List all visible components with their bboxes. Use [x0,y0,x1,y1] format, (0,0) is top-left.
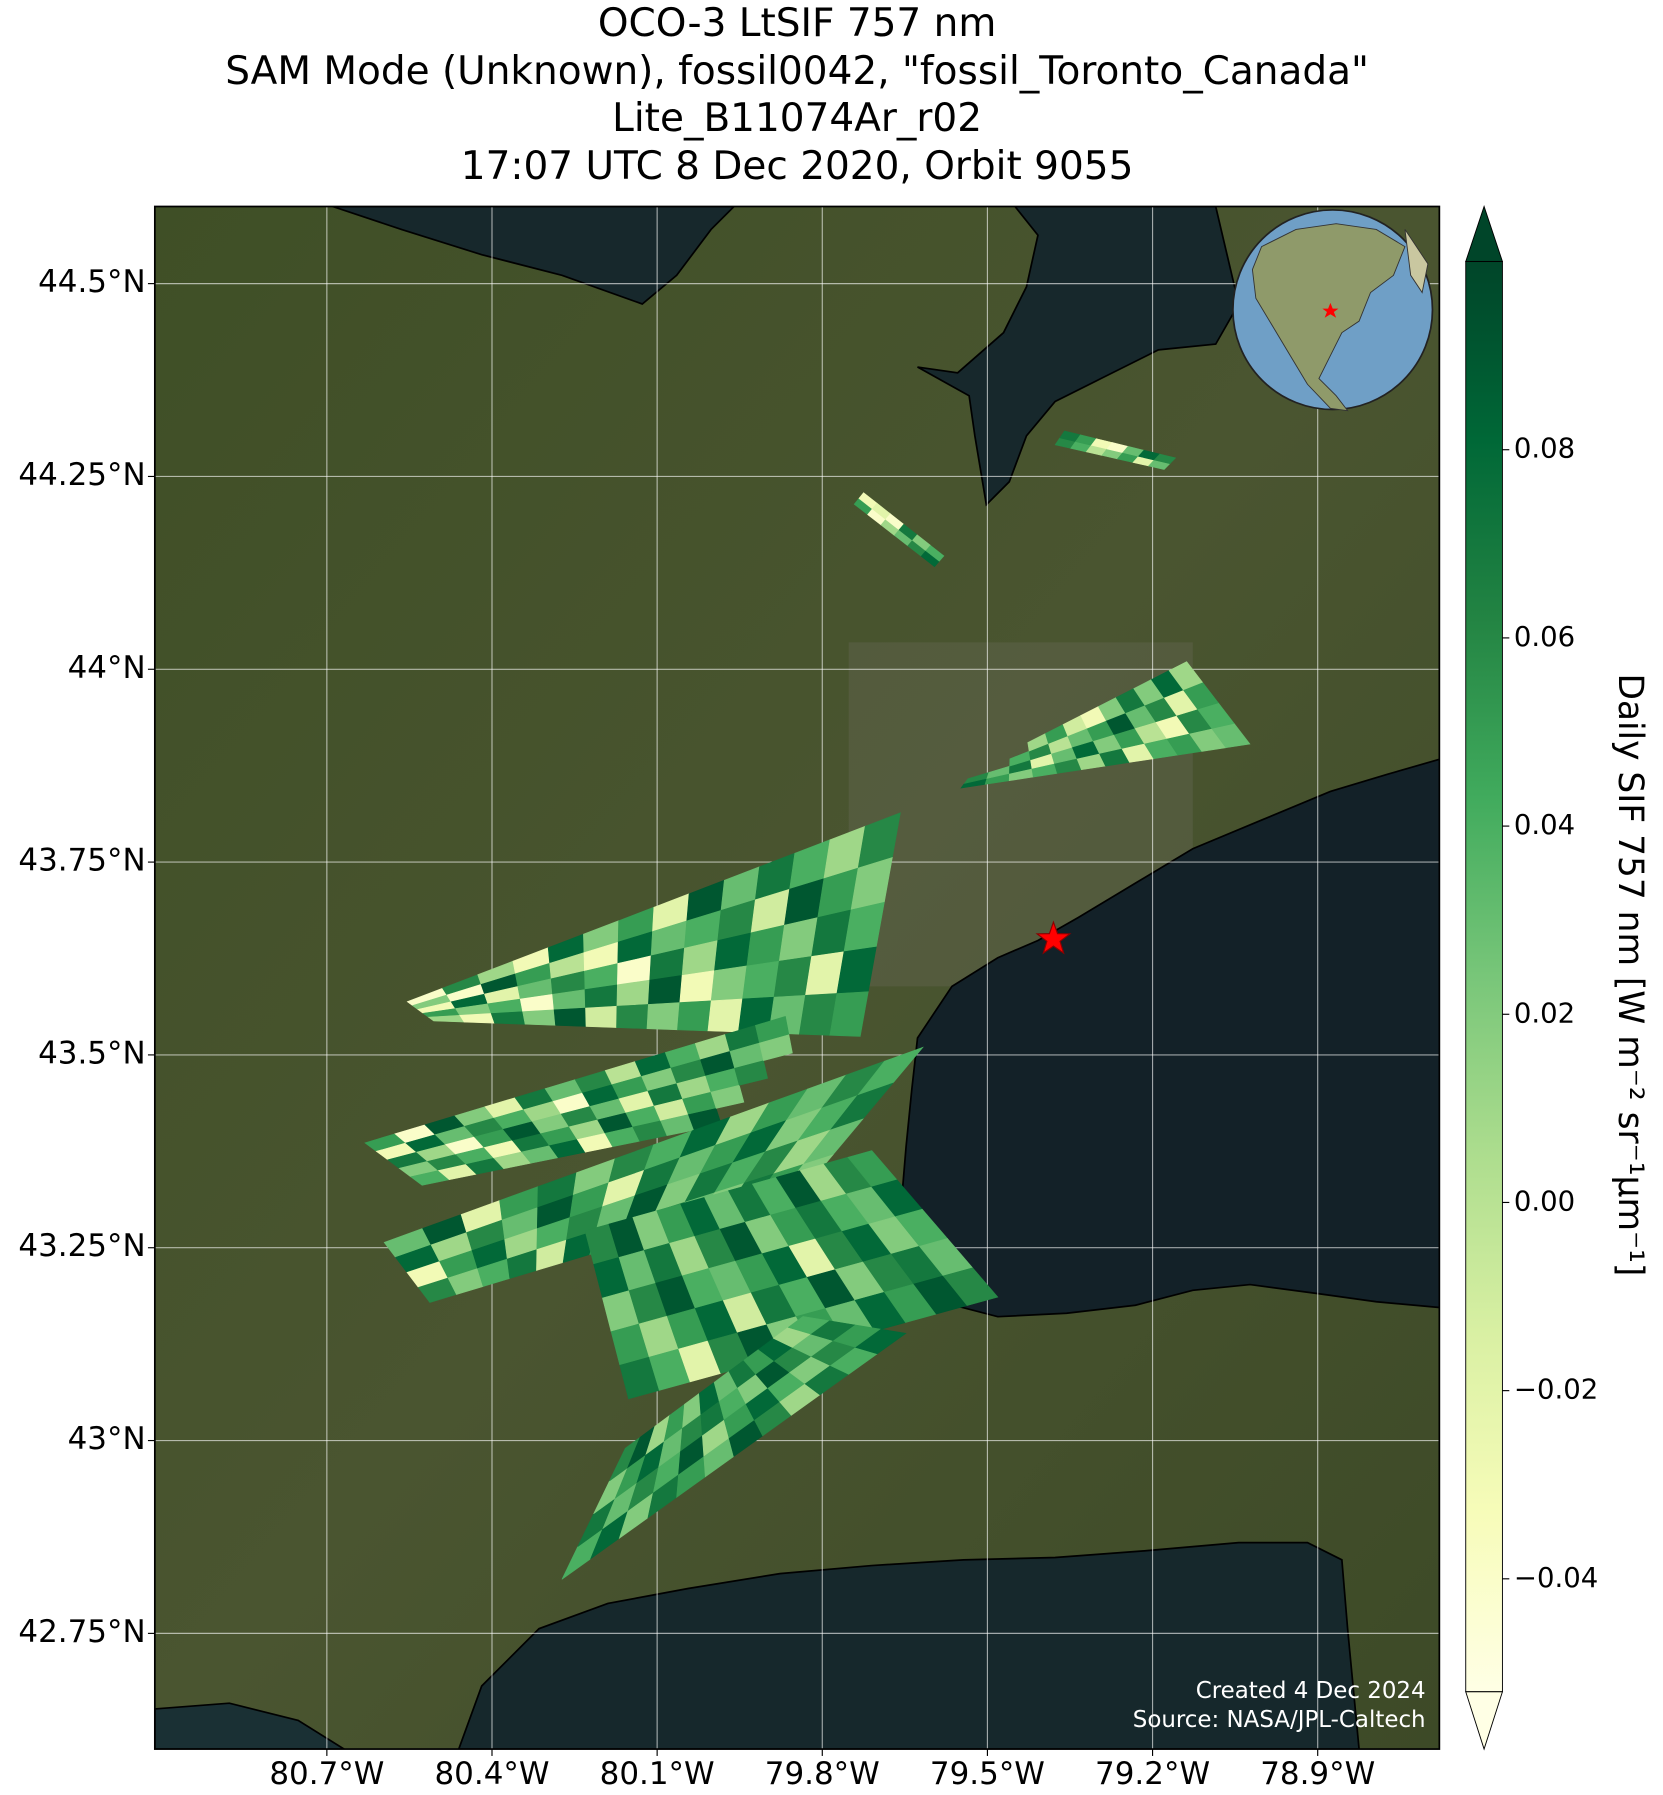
x-tick-label: 79.5°W [930,1756,1045,1792]
sif-cell [829,991,869,1037]
y-tick-label: 42.75°N [18,1614,145,1650]
colorbar-extend-max [1465,205,1504,263]
sif-cell [1168,661,1203,691]
colorbar: −0.04 −0.02 0.00 0.02 0.04 0.06 0.08 [1465,205,1598,1751]
globe-target [1322,302,1339,318]
sif-cell [787,1316,830,1335]
sif-cell [616,1004,649,1029]
y-tick-label: 43.5°N [38,1035,146,1071]
colorbar-tick-label: 0.00 [1514,1185,1575,1217]
sif-cell [925,544,945,562]
colorbar-label: Daily SIF 757 nm [W m⁻² sr⁻¹μm⁻¹] [1610,673,1650,1276]
colorbar-fill [1465,261,1503,1692]
colorbar-tick-label: 0.04 [1514,809,1575,841]
globe-land [1251,223,1406,412]
sif-cell [707,998,743,1033]
colorbar-extend-min [1465,1691,1504,1751]
sif-cell [710,965,748,1002]
sif-cell [459,1013,495,1024]
x-tick-label: 79.2°W [1095,1756,1210,1792]
lake-simcoe [917,206,1240,507]
lake-erie [457,1541,1360,1750]
x-tick-label: 80.1°W [600,1756,715,1792]
sif-cell [677,1000,712,1032]
sif-cell [734,1060,768,1086]
title-line: OCO-3 LtSIF 757 nm [598,1,997,46]
title-line: 17:07 UTC 8 Dec 2020, Orbit 9055 [461,144,1134,189]
y-tick-label: 43°N [68,1421,146,1457]
sif-cell [942,1267,999,1306]
colorbar-tick-label: −0.02 [1514,1374,1598,1406]
colorbar-tick-label: 0.02 [1514,997,1575,1029]
grid [154,206,1440,1750]
y-tick-label: 44°N [68,650,146,686]
overlay [1035,920,1072,955]
y-tick-label: 43.75°N [18,843,145,879]
x-tick-label: 78.9°W [1260,1756,1375,1792]
georgian-bay [332,206,736,305]
title-line: SAM Mode (Unknown), fossil0042, "fossil_… [225,49,1369,94]
x-tick-label: 79.8°W [765,1756,880,1792]
sif-cell [646,1002,681,1031]
sif-cell [759,1034,793,1062]
sif-cell [710,1084,745,1109]
sif-cell [553,1007,587,1027]
lake [154,1702,346,1750]
sif-cell [1153,453,1177,465]
colorbar-tick-label: −0.04 [1514,1562,1598,1594]
annotation: Source: NASA/JPL-Caltech [1133,1707,1426,1733]
sif-swaths [364,430,1251,1580]
sif-cell [585,1005,618,1028]
y-tick-label: 44.25°N [18,457,145,493]
sif-cell [742,960,780,1000]
colorbar-tick-label: 0.06 [1514,621,1575,653]
annotation: Created 4 Dec 2024 [1196,1678,1426,1704]
sif-cell [490,1011,526,1025]
title-line: Lite_B11074Ar_r02 [612,96,982,141]
title: OCO-3 LtSIF 757 nm SAM Mode (Unknown), f… [225,1,1369,189]
globe-land [1404,229,1429,294]
sif-cell [648,975,683,1005]
y-tick-label: 43.25°N [18,1228,145,1264]
sif-cell [522,1009,556,1026]
colorbar-tick-label: 0.08 [1514,433,1575,465]
map-frame [153,205,1441,1750]
x-tick-label: 80.7°W [269,1756,384,1792]
sif-cell [616,979,651,1007]
x-tick-label: 80.4°W [434,1756,549,1792]
globe-inset [1232,209,1434,412]
target-marker [1035,920,1072,955]
sif-cell [679,970,715,1003]
y-tick-label: 44.5°N [38,264,146,300]
colorbar-frame [1465,261,1503,1693]
